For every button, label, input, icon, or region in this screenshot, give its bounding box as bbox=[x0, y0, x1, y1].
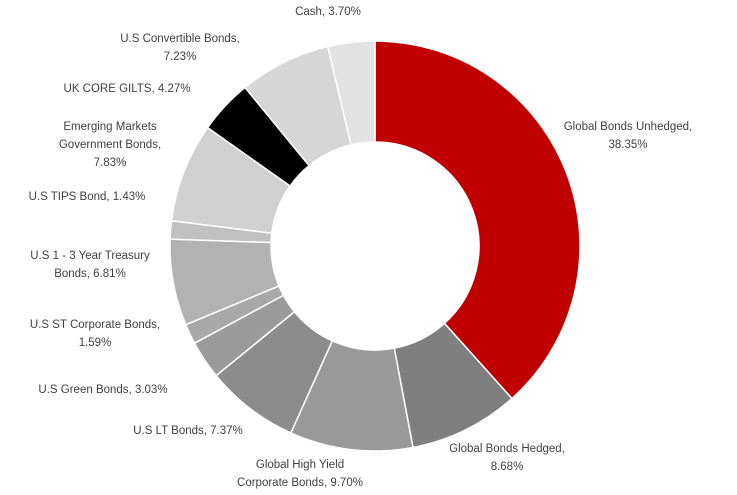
donut-slice bbox=[374, 40, 581, 400]
slice-label-line: Government Bonds, bbox=[59, 139, 161, 151]
slice-label-line: U.S ST Corporate Bonds, bbox=[30, 319, 160, 331]
slice-label: Cash, 3.70% bbox=[295, 6, 361, 18]
slice-label-line: 38.35% bbox=[608, 139, 647, 151]
donut-slice bbox=[326, 40, 376, 146]
slice-label-line: Corporate Bonds, 9.70% bbox=[237, 477, 363, 489]
slice-label: U.S ST Corporate Bonds, 1.59% bbox=[30, 319, 160, 349]
slice-label: U.S Green Bonds, 3.03% bbox=[38, 384, 167, 396]
slice-label-line: UK CORE GILTS, 4.27% bbox=[64, 83, 191, 95]
slice-label-line: Emerging Markets bbox=[63, 121, 157, 133]
slice-label-line: U.S TIPS Bond, 1.43% bbox=[29, 191, 146, 203]
slice-label-line: U.S 1 - 3 Year Treasury bbox=[30, 250, 150, 262]
slice-label-line: 7.23% bbox=[164, 51, 197, 63]
slice-label: U.S LT Bonds, 7.37% bbox=[133, 425, 243, 437]
slice-label-line: U.S Green Bonds, 3.03% bbox=[38, 384, 167, 396]
slice-label-line: 1.59% bbox=[79, 337, 112, 349]
slice-label: Global Bonds Hedged, 8.68% bbox=[449, 443, 565, 473]
slice-label-line: 7.83% bbox=[94, 157, 127, 169]
slice-label: Global High Yield Corporate Bonds, 9.70% bbox=[237, 459, 363, 489]
slice-label-line: Cash, 3.70% bbox=[295, 6, 361, 18]
slice-label: U.S TIPS Bond, 1.43% bbox=[29, 191, 146, 203]
slice-label: U.S Convertible Bonds, 7.23% bbox=[120, 33, 240, 63]
slice-label-line: Global Bonds Hedged, bbox=[449, 443, 565, 455]
slice-label: Global Bonds Unhedged, 38.35% bbox=[564, 121, 693, 151]
slice-label-line: U.S LT Bonds, 7.37% bbox=[133, 425, 243, 437]
slice-label-line: Global Bonds Unhedged, bbox=[564, 121, 693, 133]
slice-label: UK CORE GILTS, 4.27% bbox=[64, 83, 191, 95]
slice-label-line: Bonds, 6.81% bbox=[54, 268, 126, 280]
slice-label: U.S 1 - 3 Year Treasury Bonds, 6.81% bbox=[30, 250, 150, 280]
slice-label-line: 8.68% bbox=[491, 461, 524, 473]
slice-label-line: U.S Convertible Bonds, bbox=[120, 33, 240, 45]
slice-label-line: Global High Yield bbox=[256, 459, 344, 471]
slice-label: Emerging Markets Government Bonds, 7.83% bbox=[59, 121, 161, 169]
